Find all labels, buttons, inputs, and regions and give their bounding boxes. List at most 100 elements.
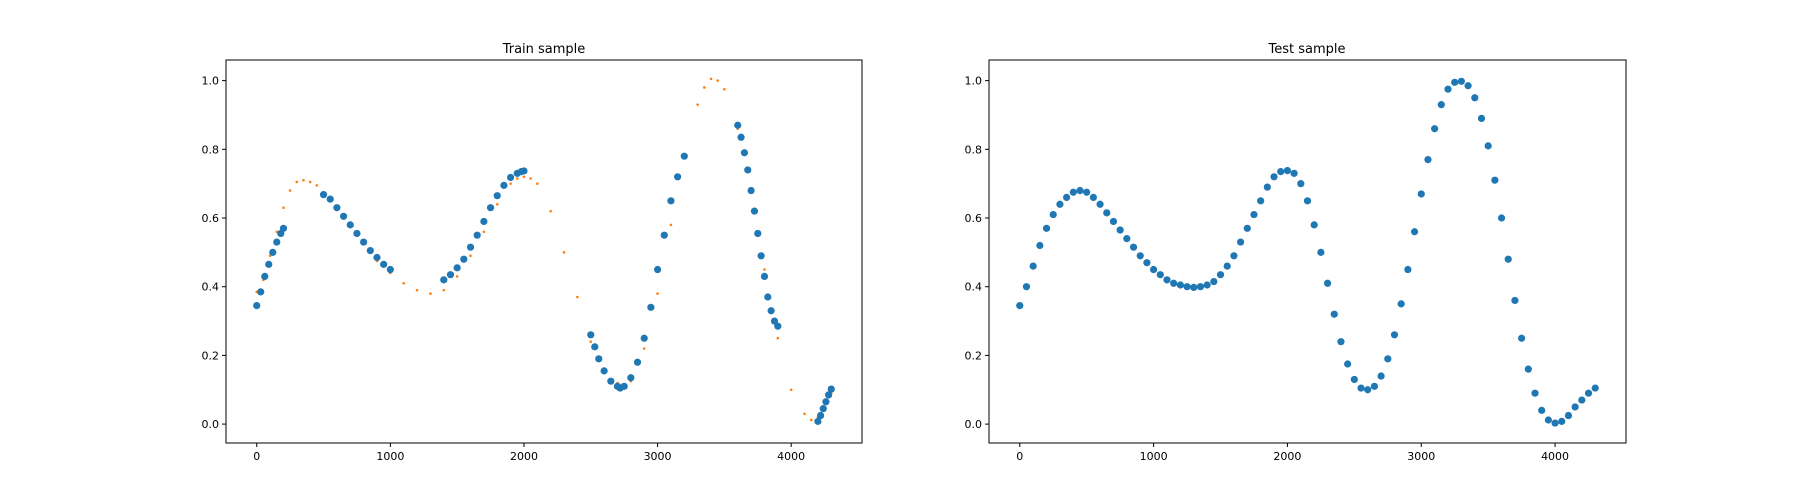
data-point <box>747 186 755 195</box>
x-tick-label: 3000 <box>644 450 672 463</box>
data-point <box>1123 235 1131 243</box>
data-point <box>279 224 288 232</box>
data-point <box>429 292 432 295</box>
data-point <box>1404 265 1412 274</box>
x-tick-label: 2000 <box>1273 450 1301 463</box>
data-point <box>660 231 668 239</box>
y-tick-label: 0.6 <box>965 212 983 225</box>
x-tick-label: 0 <box>253 450 260 463</box>
data-point <box>1190 283 1198 291</box>
data-point <box>1236 238 1245 246</box>
plot-series <box>1016 77 1599 427</box>
data-point <box>760 272 769 281</box>
y-tick-label: 0.8 <box>965 143 983 156</box>
data-point <box>315 184 319 187</box>
y-tick-label: 1.0 <box>202 75 220 88</box>
axis-ticks: 0 1000 2000 3000 4000 0.0 0.2 0.4 0.6 0.8 1.0 <box>965 75 1570 463</box>
data-point <box>319 191 328 199</box>
data-point <box>607 377 615 385</box>
x-tick-label: 3000 <box>1407 450 1435 463</box>
data-point <box>495 202 499 206</box>
x-tick-label: 4000 <box>1541 450 1569 463</box>
data-point <box>509 182 512 185</box>
data-point <box>1584 389 1593 397</box>
data-point <box>326 195 334 203</box>
data-point <box>1096 200 1104 208</box>
y-tick-label: 0.0 <box>965 418 983 431</box>
data-point <box>1310 221 1318 229</box>
data-point <box>253 302 261 310</box>
data-point <box>669 223 673 227</box>
data-point <box>674 173 682 181</box>
data-point <box>1136 252 1144 260</box>
data-point <box>1364 386 1372 394</box>
data-point <box>486 204 495 212</box>
data-point <box>620 382 628 390</box>
data-point <box>308 180 312 184</box>
data-point <box>466 243 475 251</box>
data-point <box>809 418 813 422</box>
data-point <box>1277 168 1285 176</box>
y-tick-label: 0.0 <box>202 418 220 431</box>
data-point <box>440 276 448 284</box>
y-tick-label: 0.2 <box>965 349 983 362</box>
data-point <box>549 209 552 213</box>
data-point <box>595 355 603 363</box>
data-point <box>1210 277 1218 286</box>
data-point <box>455 275 459 278</box>
data-point <box>295 180 299 184</box>
data-point <box>1257 197 1265 205</box>
data-point <box>500 181 508 189</box>
data-point <box>803 412 806 416</box>
data-point <box>536 182 539 185</box>
axes-frame <box>988 59 1627 444</box>
y-tick-label: 0.8 <box>202 143 220 156</box>
y-tick-label: 0.4 <box>965 281 983 294</box>
data-point <box>1531 389 1539 397</box>
data-point <box>1571 403 1579 411</box>
y-tick-label: 0.2 <box>202 349 220 362</box>
data-point <box>1223 262 1231 270</box>
data-point <box>1297 180 1305 188</box>
data-point <box>814 417 822 425</box>
data-point <box>589 340 593 343</box>
data-point <box>1431 125 1439 133</box>
data-point <box>269 248 277 256</box>
data-point <box>1437 101 1445 109</box>
data-point <box>460 255 468 263</box>
data-point <box>647 303 655 311</box>
data-point <box>776 336 780 340</box>
data-point <box>1491 176 1499 184</box>
data-point <box>1116 226 1124 234</box>
x-tick-label: 4000 <box>777 450 805 463</box>
data-point <box>1397 300 1405 308</box>
data-point <box>1089 193 1097 201</box>
data-point <box>1022 283 1031 291</box>
data-point <box>386 265 394 274</box>
data-point <box>282 206 285 210</box>
axis-ticks: 0 1000 2000 3000 4000 0.0 0.2 0.4 0.6 0.8 1.0 <box>202 75 806 463</box>
data-point <box>767 307 775 315</box>
data-point <box>1250 210 1258 219</box>
data-point <box>1337 338 1345 346</box>
data-point <box>562 251 566 254</box>
data-point <box>1538 406 1546 414</box>
data-point <box>1216 271 1225 279</box>
data-point <box>1156 271 1164 279</box>
data-point <box>1203 281 1211 289</box>
x-tick-label: 1000 <box>376 450 404 463</box>
data-point <box>1163 276 1171 284</box>
data-point <box>469 254 472 258</box>
data-point <box>827 385 835 393</box>
data-point <box>1069 188 1077 196</box>
data-point <box>1444 85 1452 93</box>
data-point <box>789 388 793 392</box>
chart-title: Test sample <box>1268 42 1346 57</box>
x-tick-label: 0 <box>1016 450 1023 463</box>
data-point <box>1049 210 1057 219</box>
data-point <box>473 231 481 239</box>
data-point <box>576 295 579 299</box>
data-point <box>627 374 635 382</box>
data-point <box>1377 372 1385 380</box>
